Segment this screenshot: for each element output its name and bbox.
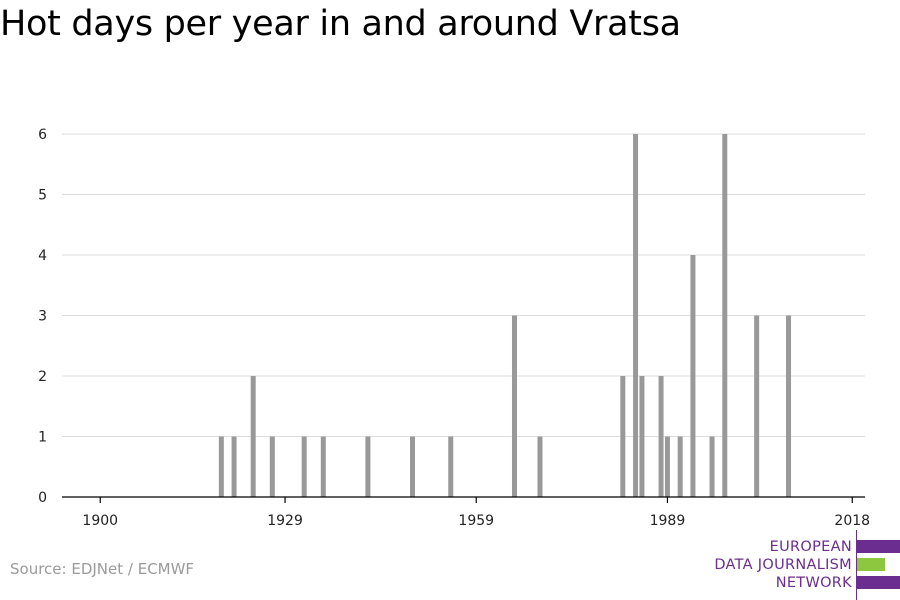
- bar: [620, 376, 626, 497]
- y-tick-label: 1: [38, 430, 47, 446]
- x-tick-label: 1900: [82, 513, 118, 529]
- y-tick-label: 6: [38, 127, 47, 143]
- bar: [301, 436, 307, 497]
- x-axis-ticks: 1900 1929 1959 1989 2018: [82, 497, 870, 529]
- y-tick-label: 0: [38, 490, 47, 506]
- logo-line-3: NETWORK: [775, 575, 852, 591]
- bar: [639, 376, 645, 497]
- bar: [709, 436, 715, 497]
- y-tick-label: 3: [38, 309, 47, 325]
- bar: [218, 436, 224, 497]
- x-tick-label: 2018: [834, 513, 870, 529]
- bars: [218, 134, 792, 497]
- bar: [722, 134, 728, 497]
- bar: [231, 436, 237, 497]
- y-axis-tick-labels: 0 1 2 3 4 5 6: [38, 127, 47, 506]
- bar: [537, 436, 543, 497]
- bar: [250, 376, 256, 497]
- y-tick-label: 2: [38, 369, 47, 385]
- bar: [269, 436, 275, 497]
- y-tick-label: 4: [38, 248, 47, 264]
- bar: [690, 255, 696, 497]
- bar: [754, 315, 760, 497]
- x-tick-label: 1929: [267, 513, 303, 529]
- bar: [658, 376, 664, 497]
- bar: [633, 134, 639, 497]
- gridlines: [62, 133, 865, 437]
- edjnet-logo: EUROPEAN DATA JOURNALISM NETWORK: [700, 530, 900, 600]
- bar: [677, 436, 683, 497]
- bar: [664, 436, 670, 497]
- bar: [511, 315, 517, 497]
- bar: [320, 436, 326, 497]
- y-tick-label: 5: [38, 188, 47, 204]
- logo-line-2: DATA JOURNALISM: [714, 557, 852, 573]
- logo-bar-green: [857, 558, 885, 571]
- bar: [410, 436, 416, 497]
- bar: [365, 436, 371, 497]
- logo-line-1: EUROPEAN: [769, 539, 852, 555]
- source-note: Source: EDJNet / ECMWF: [10, 560, 195, 578]
- logo-bar-purple-top: [857, 540, 900, 553]
- logo-divider: [856, 530, 857, 600]
- x-tick-label: 1989: [650, 513, 686, 529]
- bar: [786, 315, 792, 497]
- chart-title: Hot days per year in and around Vratsa: [0, 4, 681, 44]
- logo-bar-purple-bottom: [857, 576, 900, 589]
- x-tick-label: 1959: [458, 513, 494, 529]
- bar: [448, 436, 454, 497]
